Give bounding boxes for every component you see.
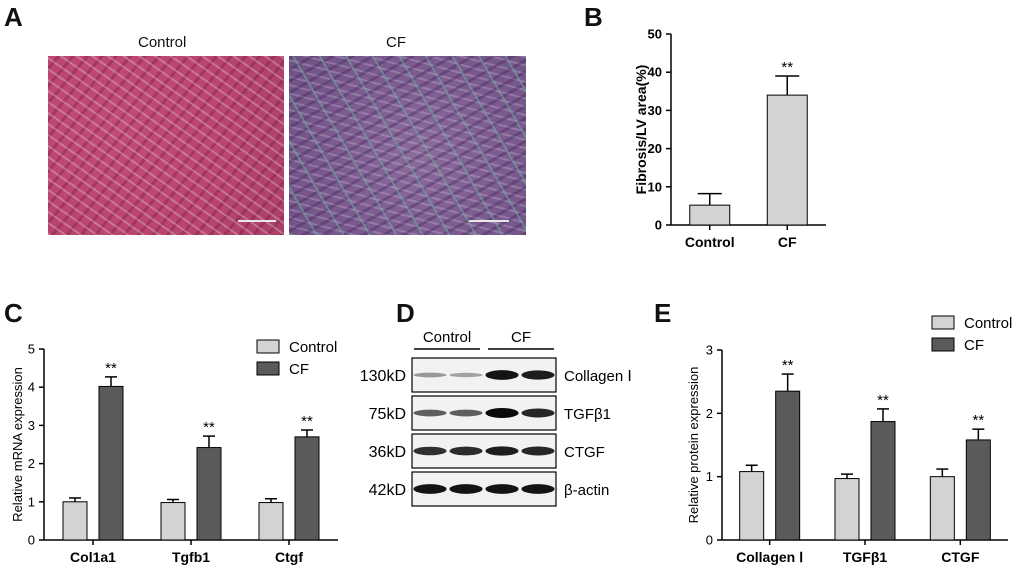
y-tick-label: 1 [706,469,713,484]
y-tick-label: 1 [28,494,35,509]
blot-band [485,484,519,494]
x-tick-label: Col1a1 [70,549,116,565]
protein-label: CTGF [564,444,605,461]
panel-letter-d: D [396,298,415,328]
x-tick-label: Collagen Ⅰ [736,549,803,565]
panel-letter-e: E [654,298,672,328]
bar [834,478,860,541]
y-tick-label: 2 [706,406,713,421]
micrograph-cf [289,56,526,235]
significance-marker: ** [301,413,313,430]
legend-swatch [931,315,955,330]
legend-label: CF [964,337,984,354]
chart-e: 0 1 2 3 Relative protein expression Collagen … [686,315,1012,565]
blot-group-label: Control [423,329,471,346]
bar [62,501,88,541]
y-tick-label: 0 [706,533,713,548]
y-tick-label: 4 [28,380,35,395]
y-tick-label: 5 [28,342,35,357]
significance-marker: ** [105,360,117,377]
protein-label: TGFβ1 [564,406,611,423]
blot-band [413,446,447,456]
blot-band [449,372,483,378]
y-tick-label: 30 [648,103,662,118]
bar [160,502,186,541]
panel-letter-c: C [4,298,23,328]
bar [929,476,955,541]
bar [196,447,222,541]
blot-band [413,409,447,417]
blot-band [449,484,483,494]
bar [870,421,896,541]
significance-marker: ** [877,392,889,409]
blot-band [449,446,483,456]
legend-swatch [256,339,280,354]
y-axis-label: Relative mRNA expression [10,367,25,522]
molecular-weight-label: 36kD [369,444,406,461]
y-tick-label: 10 [648,179,662,194]
legend-swatch [256,361,280,376]
legend-label: CF [289,361,309,378]
scale-bar [238,220,276,222]
y-axis-label: Fibrosis/LV area(%) [633,65,649,195]
bar [294,436,320,541]
blot-band [521,484,555,494]
blot-group-label: CF [511,329,531,346]
y-tick-label: 40 [648,65,662,80]
y-tick-label: 3 [706,343,713,358]
micrograph-control [48,56,284,235]
blot-band [449,409,483,417]
y-tick-label: 3 [28,418,35,433]
blot-band [413,484,447,494]
bar [689,204,731,226]
y-tick-label: 2 [28,456,35,471]
significance-marker: ** [782,357,794,374]
y-tick-label: 0 [28,533,35,548]
significance-marker: ** [781,59,793,76]
bar [775,390,801,541]
micrograph-cf-label: CF [386,34,406,51]
legend-swatch [931,337,955,352]
x-tick-label: Control [685,234,735,250]
blot-band [521,370,555,380]
panel-letter-b: B [584,2,603,32]
legend-label: Control [964,315,1012,332]
panel-letter-a: A [4,2,23,32]
protein-label: β-actin [564,482,609,499]
scale-bar [469,220,509,222]
y-axis-label: Relative protein expression [686,367,701,524]
blot-band [485,370,519,380]
bar [98,385,124,541]
blot-band [413,372,447,378]
y-tick-label: 0 [655,218,662,233]
protein-label: Collagen Ⅰ [564,368,632,385]
bar [965,439,991,541]
western-blot: Control CF 130kD Collagen Ⅰ 75kD TGFβ1 36kD CTG… [360,329,632,507]
y-tick-label: 20 [648,141,662,156]
significance-marker: ** [972,412,984,429]
molecular-weight-label: 130kD [360,368,406,385]
bar [258,502,284,541]
x-tick-label: CF [778,234,797,250]
bar [766,94,808,226]
chart-b: 0 10 20 30 40 50 Fibrosis/LV area(%) Control CF *… [633,27,826,250]
bar [739,471,765,541]
blot-band [521,446,555,456]
blot-band [485,408,519,418]
molecular-weight-label: 75kD [369,406,406,423]
blot-band [521,408,555,418]
y-tick-label: 50 [648,27,662,42]
x-tick-label: CTGF [941,549,980,565]
molecular-weight-label: 42kD [369,482,406,499]
significance-marker: ** [203,419,215,436]
x-tick-label: TGFβ1 [843,549,888,565]
x-tick-label: Tgfb1 [172,549,210,565]
legend-label: Control [289,339,337,356]
micrograph-control-label: Control [138,34,187,51]
x-tick-label: Ctgf [275,549,303,565]
blot-band [485,446,519,456]
